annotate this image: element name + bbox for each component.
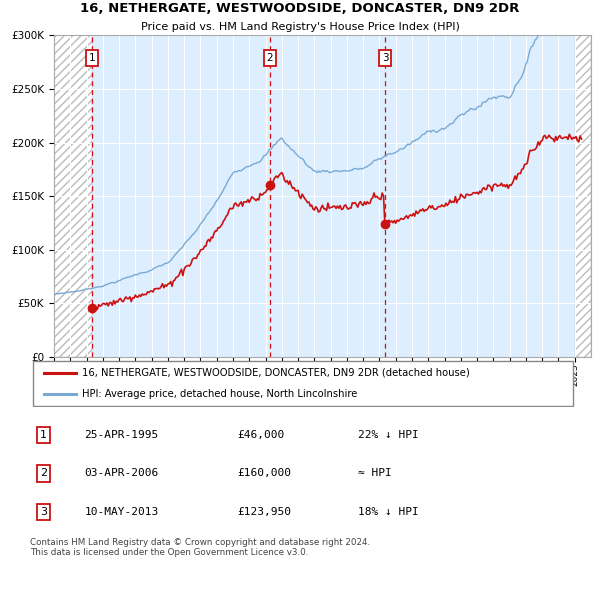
Text: 25-APR-1995: 25-APR-1995 (85, 430, 159, 440)
Text: 10-MAY-2013: 10-MAY-2013 (85, 507, 159, 517)
Text: Price paid vs. HM Land Registry's House Price Index (HPI): Price paid vs. HM Land Registry's House … (140, 22, 460, 32)
Bar (575, 35, 591, 357)
Text: HPI: Average price, detached house, North Lincolnshire: HPI: Average price, detached house, Nort… (82, 389, 357, 399)
FancyBboxPatch shape (33, 361, 573, 406)
Text: 03-APR-2006: 03-APR-2006 (85, 468, 159, 478)
Text: 16, NETHERGATE, WESTWOODSIDE, DONCASTER, DN9 2DR: 16, NETHERGATE, WESTWOODSIDE, DONCASTER,… (80, 2, 520, 15)
Bar (54, 35, 92, 357)
Text: 22% ↓ HPI: 22% ↓ HPI (358, 430, 418, 440)
Text: £160,000: £160,000 (238, 468, 292, 478)
Text: 18% ↓ HPI: 18% ↓ HPI (358, 507, 418, 517)
Text: 3: 3 (382, 53, 389, 63)
Text: 2: 2 (40, 468, 47, 478)
Text: 2: 2 (266, 53, 273, 63)
Text: 1: 1 (40, 430, 47, 440)
Text: Contains HM Land Registry data © Crown copyright and database right 2024.
This d: Contains HM Land Registry data © Crown c… (30, 538, 370, 558)
Text: ≈ HPI: ≈ HPI (358, 468, 391, 478)
Text: £46,000: £46,000 (238, 430, 285, 440)
Text: 16, NETHERGATE, WESTWOODSIDE, DONCASTER, DN9 2DR (detached house): 16, NETHERGATE, WESTWOODSIDE, DONCASTER,… (82, 368, 470, 378)
Text: 1: 1 (88, 53, 95, 63)
Text: £123,950: £123,950 (238, 507, 292, 517)
Text: 3: 3 (40, 507, 47, 517)
